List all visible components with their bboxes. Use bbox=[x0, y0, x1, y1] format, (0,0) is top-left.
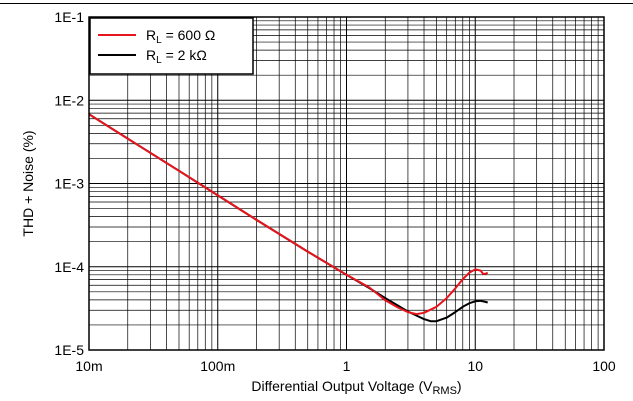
plot-frame bbox=[88, 16, 605, 351]
legend: RL = 600 ΩRL = 2 kΩ bbox=[89, 17, 254, 75]
y-axis-title: THD + Noise (%) bbox=[20, 130, 36, 236]
y-tick-label: 1E-2 bbox=[54, 92, 84, 108]
legend-label-1: RL = 2 kΩ bbox=[146, 47, 207, 66]
x-tick-label: 10m bbox=[75, 358, 102, 374]
y-tick-label: 1E-1 bbox=[54, 9, 84, 25]
x-tick-label: 1 bbox=[343, 358, 351, 374]
tick-labels: 10m 100m 1 10 100 1E-1 1E-2 1E-3 1E-4 1E-5 bbox=[54, 9, 615, 374]
x-tick-label: 10 bbox=[467, 358, 483, 374]
y-tick-label: 1E-4 bbox=[54, 259, 84, 275]
x-axis-title: Differential Output Voltage (VRMS) bbox=[251, 378, 461, 397]
y-tick-label: 1E-3 bbox=[54, 176, 84, 192]
series-layer bbox=[88, 113, 489, 323]
series-line-0 bbox=[88, 113, 489, 316]
legend-box bbox=[89, 17, 254, 75]
series-line-1 bbox=[88, 113, 488, 323]
x-tick-label: 100 bbox=[592, 358, 616, 374]
legend-label-0: RL = 600 Ω bbox=[146, 27, 215, 46]
x-tick-label: 100m bbox=[200, 358, 235, 374]
y-tick-label: 1E-5 bbox=[54, 342, 84, 358]
